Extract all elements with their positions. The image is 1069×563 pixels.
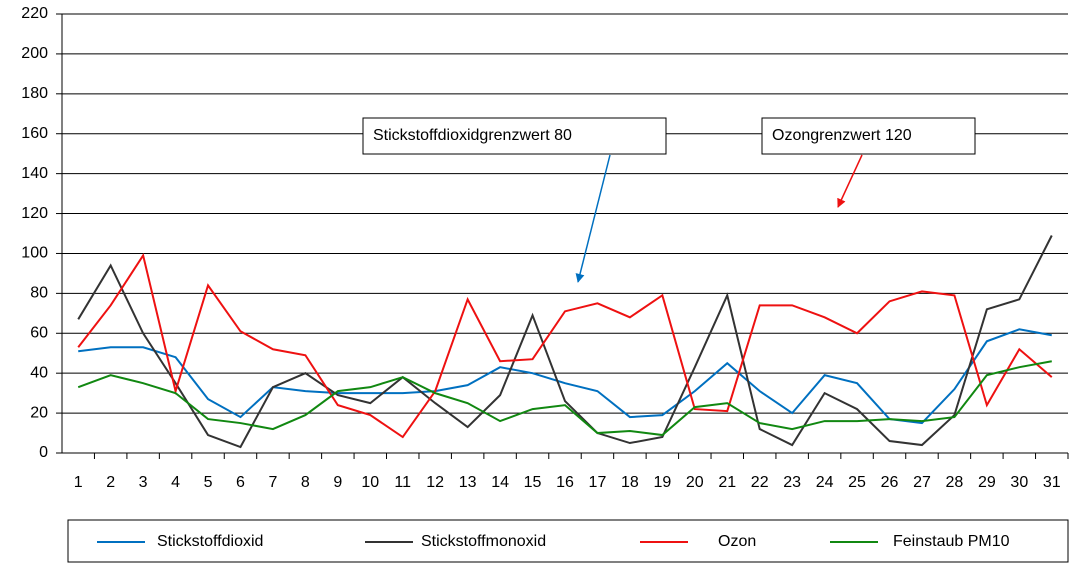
x-tick-label: 12: [426, 474, 444, 491]
x-tick-label: 26: [881, 474, 899, 491]
y-tick-label: 40: [30, 364, 48, 381]
x-tick-label: 25: [848, 474, 866, 491]
series-line: [78, 328, 1052, 425]
x-tick-label: 1: [74, 474, 83, 491]
x-tick-label: 28: [946, 474, 964, 491]
x-tick-label: 8: [301, 474, 310, 491]
annotation-arrow: [575, 154, 611, 283]
y-tick-label: 0: [39, 444, 48, 461]
y-tick-label: 200: [21, 45, 48, 62]
x-tick-label: 9: [333, 474, 342, 491]
series-line: [77, 252, 1053, 439]
x-tick-label: 3: [139, 474, 148, 491]
y-tick-label: 140: [21, 165, 48, 182]
x-tick-label: 20: [686, 474, 704, 491]
x-tick-label: 14: [491, 474, 509, 491]
y-tick-label: 120: [21, 205, 48, 222]
legend: [67, 519, 1069, 563]
x-tick-label: 15: [524, 474, 542, 491]
y-tick-label: 60: [30, 324, 48, 341]
x-tick-label: 16: [556, 474, 574, 491]
x-tick-label: 10: [361, 474, 379, 491]
series-line: [77, 235, 1053, 449]
x-tick-label: 29: [978, 474, 996, 491]
x-tick-label: 19: [653, 474, 671, 491]
x-tick-label: 22: [751, 474, 769, 491]
x-tick-label: 24: [816, 474, 834, 491]
x-tick-label: 31: [1043, 474, 1061, 491]
y-tick-label: 160: [21, 125, 48, 142]
x-tick-label: 21: [718, 474, 736, 491]
legend-label: Ozon: [718, 533, 756, 550]
x-tick-label: 17: [589, 474, 607, 491]
x-tick-label: 7: [268, 474, 277, 491]
y-tick-label: 80: [30, 285, 48, 302]
annotation-box: [362, 117, 667, 155]
y-tick-label: 180: [21, 85, 48, 102]
x-tick-label: 18: [621, 474, 639, 491]
annotation-arrow: [837, 154, 863, 208]
x-tick-label: 13: [459, 474, 477, 491]
x-tick-label: 23: [783, 474, 801, 491]
legend-label: Stickstoffdioxid: [157, 533, 263, 550]
x-tick-label: 30: [1010, 474, 1028, 491]
y-tick-label: 20: [30, 404, 48, 421]
annotation-box: [761, 117, 976, 155]
y-tick-label: 100: [21, 245, 48, 262]
x-tick-label: 5: [204, 474, 213, 491]
annotation: Ozongrenzwert 120: [772, 127, 912, 144]
x-tick-label: 6: [236, 474, 245, 491]
annotation: Stickstoffdioxidgrenzwert 80: [373, 127, 572, 144]
x-tick-label: 4: [171, 474, 180, 491]
x-tick-label: 11: [394, 474, 411, 491]
series-line: [77, 360, 1052, 437]
legend-label: Stickstoffmonoxid: [421, 533, 546, 550]
y-tick-label: 220: [21, 5, 48, 22]
legend-label: Feinstaub PM10: [893, 533, 1010, 550]
x-tick-label: 27: [913, 474, 931, 491]
x-tick-label: 2: [106, 474, 115, 491]
